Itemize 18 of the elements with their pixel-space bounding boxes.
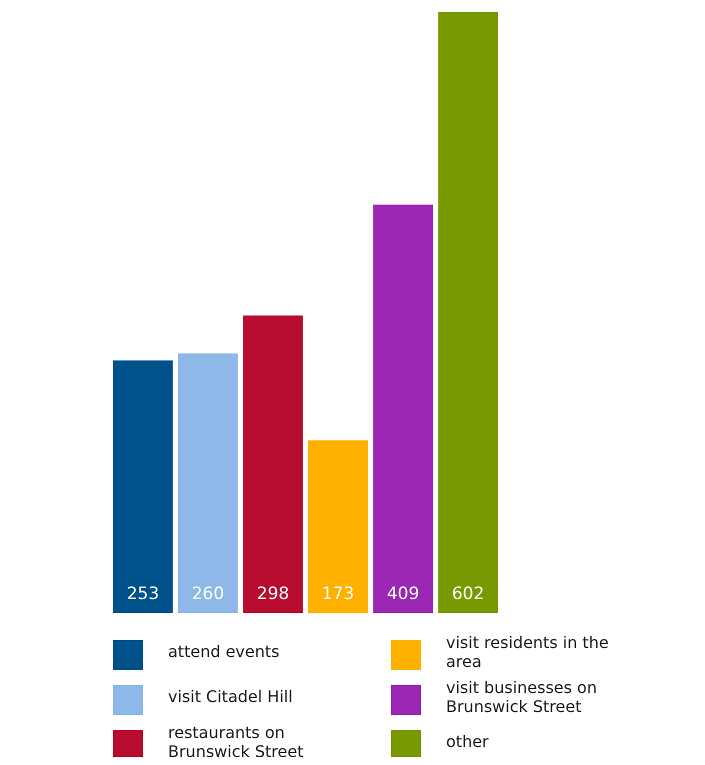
- data-label: 602: [452, 584, 484, 604]
- data-label: 253: [126, 584, 160, 604]
- bar: [243, 315, 303, 613]
- bar: [438, 12, 498, 613]
- legend-label: visit residents in the area: [446, 633, 609, 671]
- legend-label: other: [446, 732, 490, 751]
- bar: [178, 353, 238, 613]
- bar: [308, 440, 368, 613]
- bar: [113, 360, 173, 613]
- legend-label: visit businesses on Brunswick Street: [446, 678, 597, 716]
- data-label: 173: [322, 584, 354, 604]
- legend-label: visit Citadel Hill: [168, 687, 293, 706]
- data-label: 409: [386, 584, 420, 604]
- legend-label: restaurants on Brunswick Street: [168, 723, 304, 761]
- bar: [373, 204, 433, 613]
- legend-label: attend events: [168, 642, 280, 661]
- data-label: 260: [192, 584, 224, 604]
- data-label: 298: [256, 584, 290, 604]
